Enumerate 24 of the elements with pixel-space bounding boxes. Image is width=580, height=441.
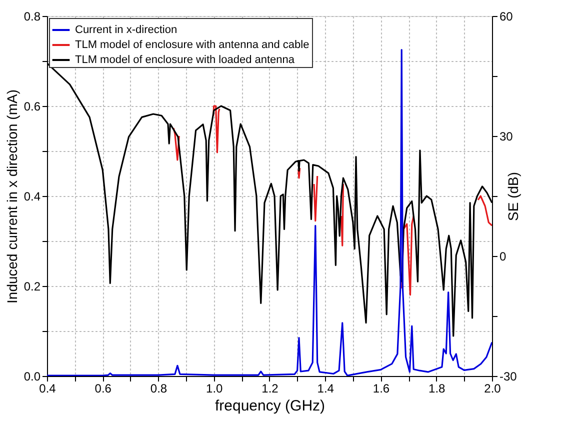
y2-tick-label: 60 — [500, 10, 514, 24]
x-tick-label: 1.0 — [206, 382, 224, 396]
y-tick-label: 0.8 — [24, 10, 41, 24]
y2-axis-title: SE (dB) — [504, 172, 521, 222]
x-tick-label: 0.8 — [150, 382, 168, 396]
legend-label: TLM model of enclosure with loaded antenna — [75, 54, 296, 66]
y-tick-label: 0.4 — [24, 190, 41, 204]
x-tick-label: 0.6 — [94, 382, 112, 396]
x-tick-label: 2.0 — [484, 382, 502, 396]
legend-label: TLM model of enclosure with antenna and cable — [75, 39, 310, 51]
y-tick-label: 0.2 — [24, 280, 41, 294]
legend-label: Current in x-direction — [75, 24, 178, 36]
y-tick-label: 0.6 — [24, 100, 41, 114]
x-tick-label: 1.4 — [317, 382, 334, 396]
x-tick-label: 1.8 — [428, 382, 446, 396]
y2-tick-label: 0 — [500, 250, 506, 264]
y2-tick-label: -30 — [500, 370, 518, 384]
x-tick-label: 1.6 — [372, 382, 390, 396]
x-axis-title: frequency (GHz) — [214, 398, 326, 414]
x-tick-label: 0.4 — [39, 382, 56, 396]
y2-tick-label: 30 — [500, 130, 514, 144]
y-axis-title: Induced current in x direction (mA) — [4, 90, 20, 304]
x-tick-label: 1.2 — [262, 382, 279, 396]
y-tick-label: 0.0 — [24, 370, 41, 384]
